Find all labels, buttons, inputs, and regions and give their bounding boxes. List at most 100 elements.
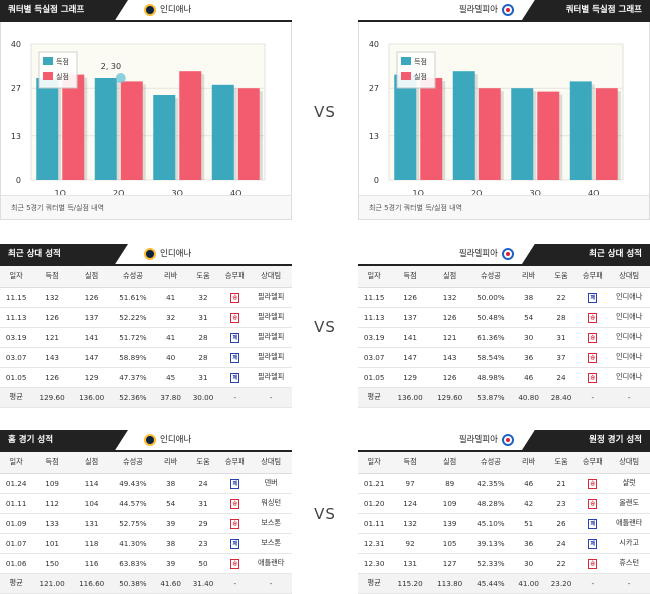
cell-date: 03.07 (358, 347, 391, 368)
cell-date: 01.21 (358, 473, 391, 494)
cell-date: 01.05 (0, 367, 33, 388)
result-badge: 패 (230, 478, 240, 489)
cell-score: 147 (390, 347, 430, 368)
col-header-date[interactable]: 일자 (0, 452, 33, 474)
cell-opponent: 인디애나 (608, 327, 650, 348)
col-header-assists[interactable]: 도움 (544, 266, 578, 288)
x-tick-label: 2Q (113, 189, 124, 196)
col-header-date[interactable]: 일자 (358, 452, 391, 474)
col-header-allowed[interactable]: 실점 (71, 266, 112, 288)
col-header-assists[interactable]: 도움 (186, 266, 220, 288)
col-header-rebounds[interactable]: 리바 (154, 452, 187, 474)
col-header-fg-pct[interactable]: 슈성공 (111, 266, 155, 288)
col-header-assists[interactable]: 도움 (544, 452, 578, 474)
legend-swatch (43, 57, 53, 65)
cell-rebounds: 42 (512, 493, 545, 514)
cell-result: 승 (577, 367, 609, 388)
cell-result: 패 (577, 533, 609, 554)
cell-date: 12.30 (358, 553, 391, 574)
col-header-opponent[interactable]: 상대팀 (608, 452, 650, 474)
cell-date: 11.15 (358, 287, 391, 308)
col-header-rebounds[interactable]: 리바 (512, 452, 545, 474)
cell-score: 126 (32, 307, 72, 328)
result-badge: 패 (230, 538, 240, 549)
col-header-allowed[interactable]: 실점 (429, 452, 470, 474)
bar-allowed (537, 91, 560, 180)
cell-fg-pct: 48.28% (469, 493, 513, 514)
avg-cell-fg-pct: 50.38% (111, 573, 155, 594)
bar-score (36, 78, 59, 180)
bar-score (153, 95, 176, 180)
right-recent-panel: 필라델피아 최근 상대 성적 일자 득점 실점 슈성공 리바 도움 승무패 상대팀 11.15 1… (358, 244, 650, 408)
bar-score (94, 78, 117, 180)
col-header-date[interactable]: 일자 (0, 266, 33, 288)
left-recent-panel: 최근 상대 성적 인디애나 일자 득점 실점 슈성공 리바 도움 승무패 상대팀 11.15 13… (0, 244, 292, 408)
col-header-opponent[interactable]: 상대팀 (250, 452, 292, 474)
col-header-rebounds[interactable]: 리바 (512, 266, 545, 288)
cell-rebounds: 30 (512, 553, 545, 574)
col-header-assists[interactable]: 도움 (186, 452, 220, 474)
cell-assists: 32 (186, 287, 220, 308)
cell-allowed: 126 (71, 287, 112, 308)
cell-result: 승 (577, 327, 609, 348)
table-row: 01.11 132 139 45.10% 51 26 패 애틀랜타 (358, 513, 650, 534)
col-header-score[interactable]: 득점 (390, 266, 430, 288)
avg-cell-assists: 28.40 (544, 387, 578, 408)
cell-rebounds: 40 (154, 347, 187, 368)
y-tick-label: 27 (369, 84, 379, 93)
cell-rebounds: 41 (154, 327, 187, 348)
cell-date: 11.13 (0, 307, 33, 328)
col-header-fg-pct[interactable]: 슈성공 (469, 452, 513, 474)
average-row: 평균 136.00 129.60 53.87% 40.80 28.40- - (358, 387, 650, 408)
col-header-date[interactable]: 일자 (358, 266, 391, 288)
cell-date: 01.24 (0, 473, 33, 494)
table-row: 03.07 147 143 58.54% 36 37 승 인디애나 (358, 347, 650, 368)
col-header-result[interactable]: 승무패 (219, 452, 251, 474)
avg-cell-score: 136.00 (390, 387, 430, 408)
cell-rebounds: 46 (512, 473, 545, 494)
col-header-allowed[interactable]: 실점 (429, 266, 470, 288)
cell-fg-pct: 58.89% (111, 347, 155, 368)
cell-opponent: 애틀랜타 (250, 553, 292, 574)
col-header-fg-pct[interactable]: 슈성공 (111, 452, 155, 474)
bar-score (211, 84, 234, 180)
col-header-score[interactable]: 득점 (390, 452, 430, 474)
cell-rebounds: 45 (154, 367, 187, 388)
chart-header: 쿼터별 득실점 그래프 인디애나 (0, 0, 292, 22)
col-header-result[interactable]: 승무패 (219, 266, 251, 288)
cell-assists: 24 (186, 473, 220, 494)
col-header-rebounds[interactable]: 리바 (154, 266, 187, 288)
cell-score: 112 (32, 493, 72, 514)
avg-cell-assists: 31.40 (186, 573, 220, 594)
legend-label: 실점 (56, 72, 69, 81)
table-row: 12.30 131 127 52.33% 30 22 승 휴스턴 (358, 553, 650, 574)
y-tick-label: 40 (369, 40, 379, 49)
cell-assists: 50 (186, 553, 220, 574)
table-row: 01.07 101 118 41.30% 38 23 패 보스톤 (0, 533, 292, 554)
col-header-opponent[interactable]: 상대팀 (250, 266, 292, 288)
result-badge: 승 (588, 558, 598, 569)
table-row: 01.09 133 131 52.75% 39 29 승 보스톤 (0, 513, 292, 534)
cell-allowed: 116 (71, 553, 112, 574)
table-row: 11.15 132 126 51.61% 41 32 승 필라델피 (0, 287, 292, 308)
cell-assists: 24 (544, 367, 578, 388)
col-header-score[interactable]: 득점 (32, 452, 72, 474)
col-header-result[interactable]: 승무패 (577, 452, 609, 474)
col-header-opponent[interactable]: 상대팀 (608, 266, 650, 288)
col-header-fg-pct[interactable]: 슈성공 (469, 266, 513, 288)
col-header-score[interactable]: 득점 (32, 266, 72, 288)
cell-date: 03.19 (0, 327, 33, 348)
col-header-result[interactable]: 승무패 (577, 266, 609, 288)
cell-fg-pct: 45.10% (469, 513, 513, 534)
col-header-allowed[interactable]: 실점 (71, 452, 112, 474)
y-tick-label: 40 (11, 40, 21, 49)
cell-score: 124 (390, 493, 430, 514)
cell-date: 01.20 (358, 493, 391, 514)
avg-cell-rebounds: 41.60 (154, 573, 187, 594)
left-chart-panel: 쿼터별 득실점 그래프 인디애나 0 13 27 40 1Q 2Q 3Q 4Q 득점 실점 2, 3… (0, 0, 292, 220)
cell-date: 12.31 (358, 533, 391, 554)
cell-assists: 26 (544, 513, 578, 534)
cell-allowed: 132 (429, 287, 470, 308)
y-tick-label: 27 (11, 84, 21, 93)
